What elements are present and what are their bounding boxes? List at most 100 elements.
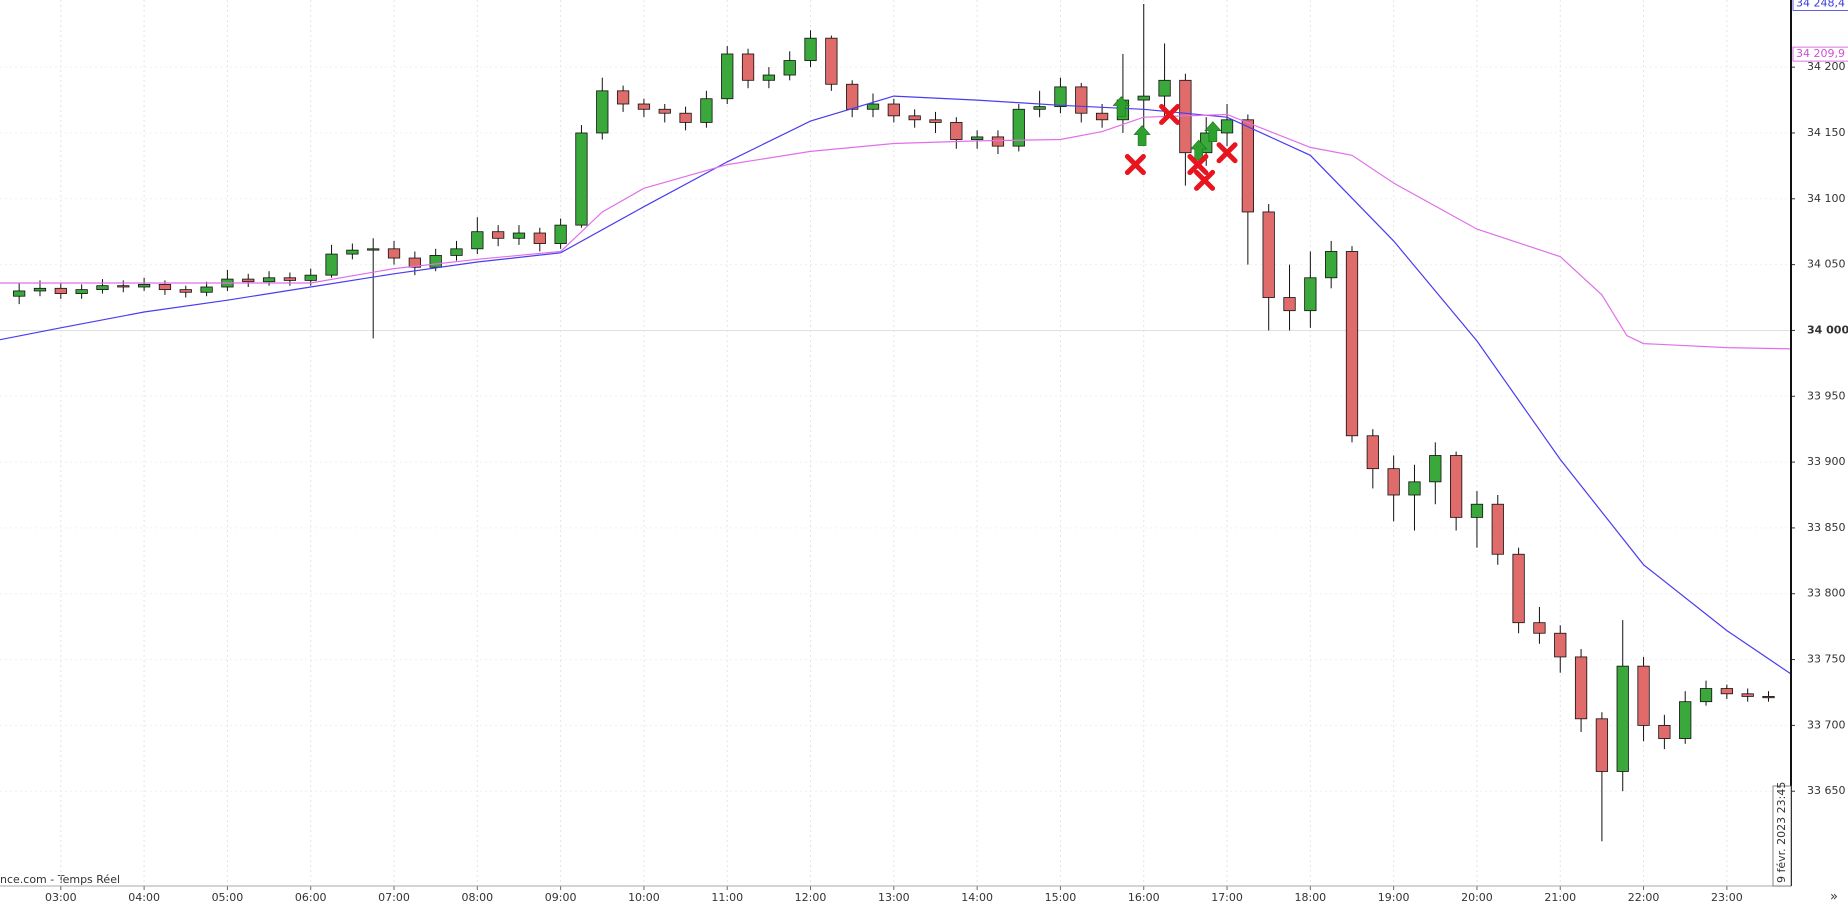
candle-body bbox=[1512, 553, 1525, 624]
x-tick-label: 23:00 bbox=[1711, 891, 1743, 904]
y-tick-label: 33 750 bbox=[1807, 653, 1846, 666]
candle-body bbox=[33, 287, 47, 292]
candle-body bbox=[554, 224, 567, 244]
x-tick-label: 10:00 bbox=[628, 891, 660, 904]
candle-body bbox=[117, 285, 130, 288]
candle-body bbox=[1262, 211, 1275, 298]
candle-body bbox=[616, 90, 630, 105]
candle-body bbox=[283, 277, 297, 281]
candle-body bbox=[1387, 468, 1400, 496]
candle-body bbox=[866, 103, 880, 110]
candle-body bbox=[54, 287, 67, 294]
candle-body bbox=[1054, 86, 1067, 108]
y-tick-label: 34 200 bbox=[1807, 60, 1846, 73]
buy-arrow bbox=[1112, 96, 1130, 117]
x-tick-label: 18:00 bbox=[1294, 891, 1326, 904]
candle-body bbox=[450, 248, 463, 256]
x-tick-label: 16:00 bbox=[1128, 891, 1160, 904]
candle-body bbox=[991, 136, 1005, 147]
candle-body bbox=[533, 232, 546, 244]
moving-average bbox=[0, 95, 1791, 675]
candle-body bbox=[1033, 106, 1046, 110]
candle-body bbox=[200, 286, 213, 293]
x-tick-label: 06:00 bbox=[295, 891, 327, 904]
candle-body bbox=[1699, 688, 1713, 703]
candle-body bbox=[1574, 656, 1588, 720]
candle-body bbox=[512, 232, 526, 239]
candle-body bbox=[783, 60, 796, 76]
x-tick-label: 21:00 bbox=[1544, 891, 1576, 904]
moving-average bbox=[0, 113, 1791, 350]
plot bbox=[0, 3, 1791, 842]
candle-body bbox=[158, 283, 172, 291]
candle-body bbox=[1533, 622, 1546, 634]
sell-cross bbox=[1187, 154, 1209, 176]
y-tick-label: 34 000 bbox=[1807, 323, 1848, 336]
x-tick-label: 12:00 bbox=[795, 891, 827, 904]
x-tick-label: 03:00 bbox=[45, 891, 77, 904]
candle-body bbox=[1616, 665, 1629, 772]
x-tick-label: 08:00 bbox=[461, 891, 493, 904]
candle-body bbox=[679, 112, 692, 123]
buy-arrow bbox=[1190, 139, 1208, 161]
candle-body bbox=[887, 103, 900, 117]
candle-body bbox=[367, 248, 380, 251]
x-tick-label: 11:00 bbox=[711, 891, 743, 904]
candle-body bbox=[96, 285, 109, 291]
candle-body bbox=[1158, 79, 1171, 97]
price-label: 34 209,9 bbox=[1796, 47, 1845, 60]
x-tick-label: 22:00 bbox=[1628, 891, 1660, 904]
x-tick-label: 04:00 bbox=[128, 891, 160, 904]
candle-body bbox=[700, 98, 713, 123]
candle-body bbox=[1449, 455, 1463, 518]
candle-body bbox=[304, 274, 317, 281]
y-tick-label: 33 700 bbox=[1807, 718, 1846, 731]
x-tick-label: 15:00 bbox=[1045, 891, 1077, 904]
candle-body bbox=[1658, 724, 1671, 739]
sell-cross bbox=[1194, 169, 1216, 191]
candle-body bbox=[908, 115, 921, 121]
candle-body bbox=[1554, 632, 1567, 658]
y-tick-label: 33 800 bbox=[1807, 587, 1846, 600]
sell-cross bbox=[1159, 104, 1181, 126]
date-label-box bbox=[1772, 785, 1792, 887]
candle-body bbox=[387, 248, 401, 259]
candle-body bbox=[846, 83, 859, 110]
x-tick-label: 13:00 bbox=[878, 891, 910, 904]
y-tick-label: 34 150 bbox=[1807, 126, 1846, 139]
candle-body bbox=[1137, 95, 1150, 101]
y-tick-label: 33 950 bbox=[1807, 389, 1846, 402]
candle-body bbox=[429, 254, 442, 268]
candle-body bbox=[242, 278, 255, 283]
candle-body bbox=[1720, 688, 1733, 695]
candle-body bbox=[1470, 503, 1484, 518]
more-button[interactable]: » bbox=[1830, 890, 1838, 904]
sell-cross bbox=[1124, 154, 1146, 176]
price-label: 34 248,4 bbox=[1796, 0, 1845, 9]
x-tick-label: 05:00 bbox=[212, 891, 244, 904]
candle-body bbox=[1012, 108, 1025, 147]
candle-body bbox=[408, 257, 421, 268]
candle-body bbox=[13, 290, 26, 297]
candle-body bbox=[1595, 718, 1609, 772]
date-label: 9 févr. 2023 23:45 bbox=[1775, 782, 1788, 883]
x-tick-label: 07:00 bbox=[378, 891, 410, 904]
price-label-box bbox=[1792, 0, 1848, 11]
source-label: nce.com - Temps Réel bbox=[0, 873, 120, 886]
candle-body bbox=[721, 53, 734, 100]
candle-body bbox=[658, 108, 671, 114]
y-tick-label: 33 850 bbox=[1807, 521, 1846, 534]
x-tick-label: 19:00 bbox=[1378, 891, 1410, 904]
candle-body bbox=[262, 277, 276, 283]
candle-body bbox=[492, 231, 505, 239]
candle-body bbox=[950, 122, 963, 140]
candle-body bbox=[596, 90, 609, 134]
candle-body bbox=[1075, 86, 1088, 114]
candle-body bbox=[1325, 251, 1338, 279]
candle-body bbox=[741, 53, 755, 81]
buy-arrow bbox=[1133, 125, 1151, 146]
sell-cross bbox=[1216, 142, 1238, 164]
candle-body bbox=[971, 136, 984, 140]
candle-body bbox=[1345, 251, 1359, 437]
candle-body bbox=[179, 289, 192, 293]
